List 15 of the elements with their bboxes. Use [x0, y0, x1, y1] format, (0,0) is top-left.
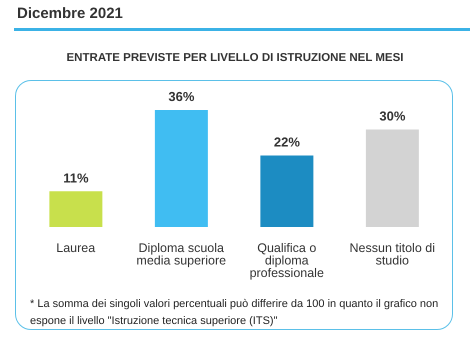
x-tick-label: Diploma scuola media superiore [136, 240, 226, 268]
chart-subtitle: ENTRATE PREVISTE PER LIVELLO DI ISTRUZIONE NEL MESI [66, 52, 404, 64]
x-tick-label: Qualifica o diploma professionale [250, 240, 324, 280]
text: * La somma dei singoli valori percentuali può differire da 100 in quanto il grafico non espone il livello "Istruzione tecnica superiore (ITS)" [30, 297, 440, 329]
x-tick-label: Nessun titolo di studio [350, 240, 435, 268]
data-label: 36% [168, 89, 195, 104]
data-label: 30% [379, 108, 406, 124]
bar [366, 130, 419, 227]
x-tick-label: Laurea [56, 240, 96, 255]
data-label: 22% [274, 134, 300, 150]
bar [260, 156, 314, 227]
bar [49, 191, 102, 227]
chart-title: Dicembre 2021 [17, 5, 123, 22]
bar [154, 110, 208, 227]
data-label: 11% [63, 170, 89, 186]
